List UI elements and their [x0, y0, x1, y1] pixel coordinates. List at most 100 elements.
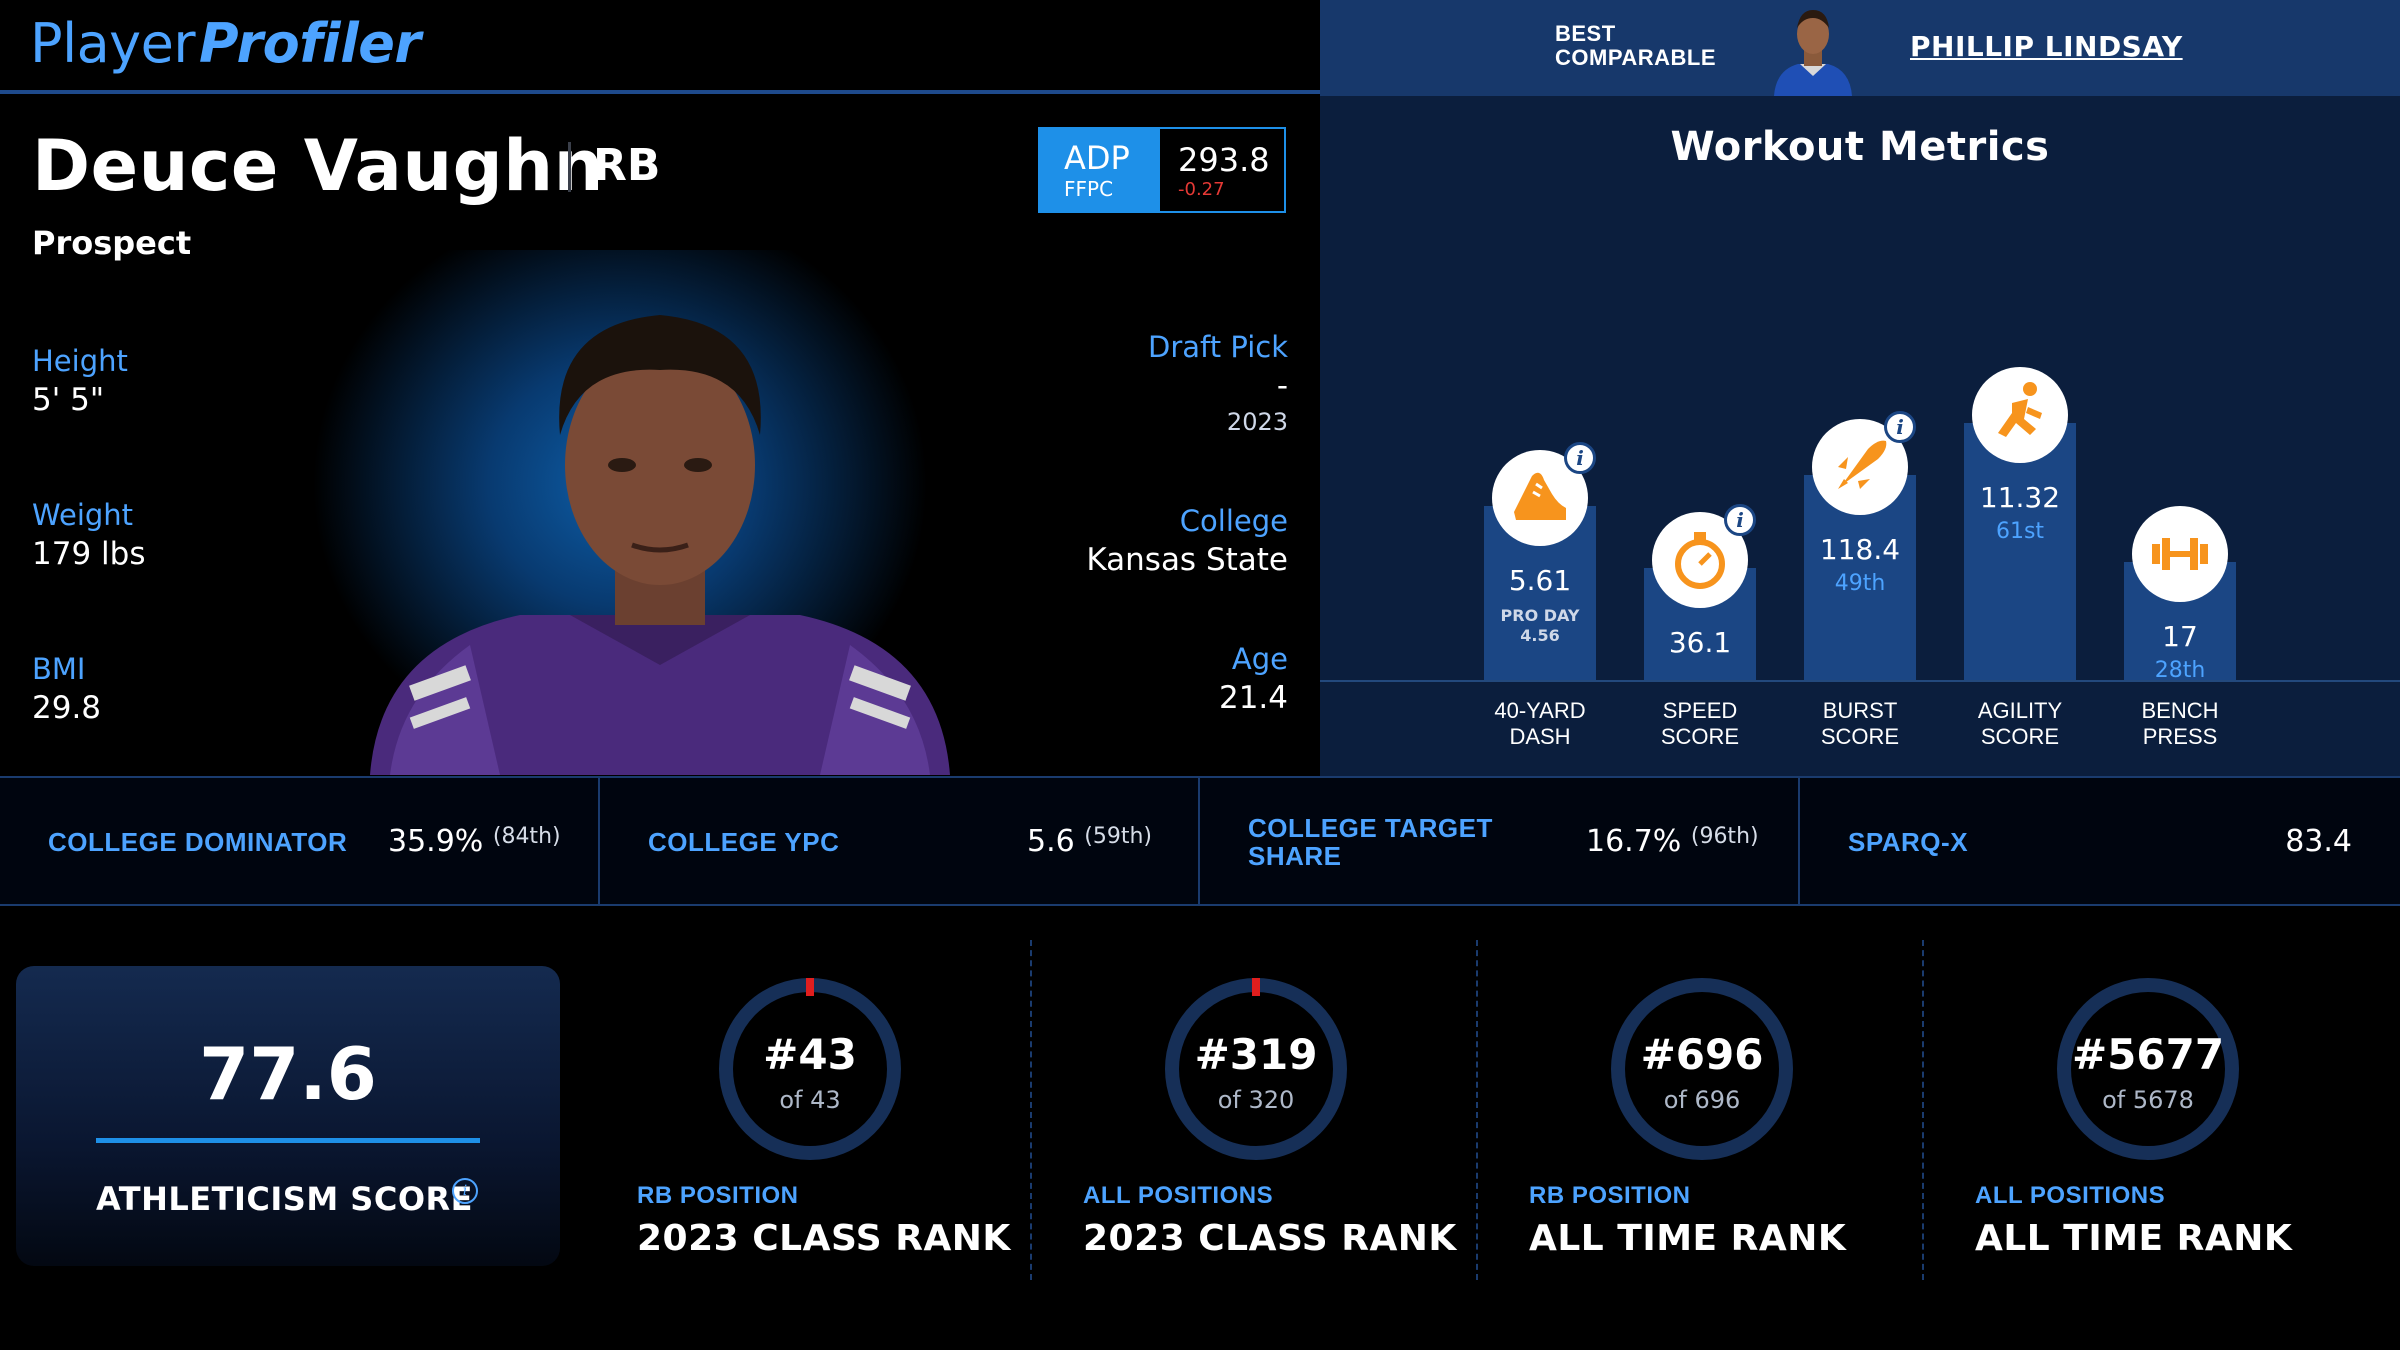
athleticism-card [16, 966, 560, 1266]
athleticism-info-icon[interactable]: i [452, 1178, 478, 1204]
stat-target-share-percentile: (96th) [1690, 824, 1759, 849]
rank-divider [1030, 940, 1032, 1280]
metric-info-icon[interactable]: i [1564, 442, 1596, 474]
stat-college-dominator-number: 35.9% [388, 824, 484, 859]
athleticism-label: ATHLETICISM SCORE [96, 1180, 474, 1218]
rank-title: ALL TIME RANK [1529, 1218, 1847, 1259]
metric-value: 17 [2162, 620, 2198, 653]
rank-of-total: of 43 [779, 1086, 841, 1114]
best-comparable-panel [1320, 0, 2400, 96]
workout-metrics-title: Workout Metrics [1670, 124, 2050, 170]
metric-value: 36.1 [1668, 626, 1732, 659]
header-divider [0, 90, 1320, 94]
rank-number: #5677 [2071, 1030, 2225, 1079]
rank-category: ALL POSITIONS [1083, 1182, 1274, 1209]
metric-value: 11.32 [1979, 481, 2061, 514]
athleticism-score: 77.6 [199, 1032, 377, 1116]
stat-college-ypc-number: 5.6 [1027, 824, 1075, 859]
metric-label-40-yard: 40-YARD DASH [1494, 698, 1586, 749]
metric-value: 5.61 [1508, 564, 1572, 597]
draft-pick-label: Draft Pick [1148, 330, 1288, 364]
height-value: 5' 5" [32, 382, 105, 418]
draft-year: 2023 [1226, 408, 1288, 436]
metric-bar-agility[interactable] [1964, 423, 2076, 680]
stat-divider [1198, 776, 1200, 906]
player-position: RB [593, 140, 661, 191]
rank-category: ALL POSITIONS [1975, 1182, 2166, 1209]
rank-of-total: of 5678 [2102, 1086, 2194, 1114]
stat-target-share-label-line2: SHARE [1248, 841, 1342, 871]
height-label: Height [32, 344, 128, 378]
metric-percentile: 49th [1834, 571, 1886, 596]
stat-sparq-x-label: SPARQ-X [1848, 827, 1969, 857]
rank-number: #43 [763, 1030, 857, 1079]
metric-percentile: 28th [2154, 658, 2206, 683]
weight-value: 179 lbs [32, 536, 146, 572]
age-label: Age [1231, 642, 1288, 676]
stat-target-share-number: 16.7% [1586, 824, 1682, 859]
age-value: 21.4 [1218, 680, 1288, 716]
bmi-label: BMI [32, 652, 86, 686]
rank-title: 2023 CLASS RANK [637, 1218, 1011, 1259]
stat-college-target-share-label: COLLEGE TARGET SHARE [1248, 814, 1493, 870]
rank-of-total: of 320 [1217, 1086, 1295, 1114]
stat-college-ypc-label: COLLEGE YPC [648, 827, 840, 857]
comparable-player-link[interactable]: PHILLIP LINDSAY [1910, 30, 2183, 63]
weight-label: Weight [32, 498, 134, 532]
metric-label-speed: SPEED SCORE [1660, 698, 1740, 749]
adp-box[interactable]: ADP FFPC 293.8 -0.27 [1038, 127, 1286, 213]
logo-light-text: Player [30, 12, 196, 75]
stat-divider [598, 776, 600, 906]
logo-bold-text: Profiler [199, 12, 421, 75]
best-comparable-label: BEST COMPARABLE [1555, 22, 1716, 70]
metric-label-burst: BURST SCORE [1820, 698, 1900, 749]
rank-divider [1922, 940, 1924, 1280]
runner-icon [1972, 367, 2068, 463]
dumbbell-icon [2132, 506, 2228, 602]
college-value: Kansas State [1086, 542, 1288, 578]
rank-ring [2057, 978, 2239, 1160]
college-label: College [1179, 504, 1288, 538]
header-bar [0, 0, 1320, 90]
adp-label-block [1040, 129, 1160, 211]
best-comparable-label-line2: COMPARABLE [1555, 45, 1717, 70]
metric-percentile: 61st [1995, 519, 2045, 544]
stat-college-ypc-value: 5.6 (59th) [1027, 824, 1152, 859]
adp-change: -0.27 [1178, 179, 1225, 200]
stat-college-ypc-percentile: (59th) [1084, 824, 1152, 849]
stat-college-dominator-percentile: (84th) [492, 824, 561, 849]
metric-value: 118.4 [1819, 533, 1901, 566]
comparable-avatar[interactable] [1770, 4, 1856, 96]
stat-target-share-label-line1: COLLEGE TARGET [1248, 813, 1493, 843]
rank-number: #319 [1194, 1030, 1318, 1079]
site-logo[interactable]: PlayerProfiler [30, 12, 421, 75]
player-status: Prospect [32, 224, 192, 262]
rank-title: ALL TIME RANK [1975, 1218, 2293, 1259]
stat-college-dominator-label: COLLEGE DOMINATOR [48, 827, 348, 857]
metric-label-agility: AGILITY SCORE [1977, 698, 2063, 749]
adp-source: FFPC [1064, 177, 1114, 201]
rank-category: RB POSITION [1529, 1182, 1691, 1209]
stat-college-dominator-value: 35.9% (84th) [388, 824, 561, 859]
athleticism-underline [96, 1138, 480, 1143]
stat-college-target-share-value: 16.7% (96th) [1586, 824, 1759, 859]
rank-category: RB POSITION [637, 1182, 799, 1209]
metric-info-icon[interactable]: i [1724, 504, 1756, 536]
rank-title: 2023 CLASS RANK [1083, 1218, 1457, 1259]
rank-number: #696 [1640, 1030, 1764, 1079]
player-headshot [370, 315, 950, 775]
draft-pick-value: - [1276, 368, 1288, 404]
best-comparable-label-line1: BEST [1555, 21, 1616, 46]
adp-label: ADP [1064, 139, 1130, 177]
metric-info-icon[interactable]: i [1884, 411, 1916, 443]
metric-pro-day-note: PRO DAY 4.56 [1500, 606, 1580, 645]
metric-label-bench: BENCH PRESS [2141, 698, 2219, 749]
workout-baseline [1320, 680, 2400, 682]
rank-ring [719, 978, 901, 1160]
name-divider [568, 142, 571, 192]
stat-sparq-x-value: 83.4 [2285, 824, 2352, 859]
rank-of-total: of 696 [1663, 1086, 1741, 1114]
bmi-value: 29.8 [32, 690, 102, 726]
rank-ring [1165, 978, 1347, 1160]
stat-strip [0, 776, 2400, 906]
